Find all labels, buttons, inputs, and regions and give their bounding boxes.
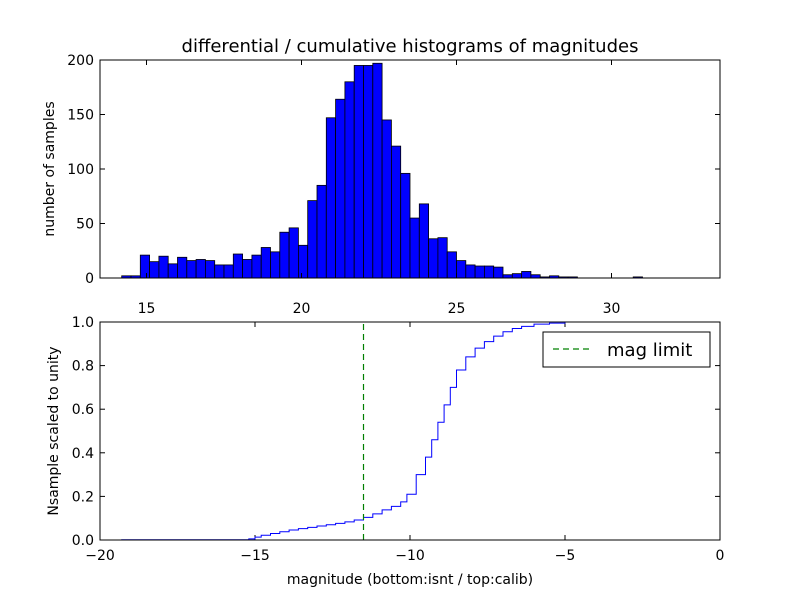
histogram-bar-42 (511, 273, 522, 279)
bottom-y-tick-label-3: 0.6 (72, 402, 94, 418)
bottom-y-tick-label-5: 1.0 (72, 315, 94, 331)
bottom-y-tick-label-1: 0.2 (72, 489, 94, 505)
histogram-bar-37 (465, 264, 476, 279)
histogram-bar-6 (177, 256, 188, 279)
bottom-cumulative-chart: 0.0 0.2 0.4 0.6 0.8 1.0 −20 −15 −10 −5 0 magnitude… (46, 315, 724, 588)
bottom-axes-group: 0.0 0.2 0.4 0.6 0.8 1.0 −20 −15 −10 −5 0 (72, 315, 725, 564)
histogram-bar-9 (204, 260, 216, 279)
top-y-tick-label-2: 100 (67, 162, 94, 178)
histogram-bar-26 (363, 65, 374, 279)
legend: mag limit (542, 331, 711, 368)
bottom-x-axis-label: magnitude (bottom:isnt / top:calib) (287, 572, 533, 588)
histogram-bar-20 (307, 200, 318, 279)
bottom-y-tick-label-0: 0.0 (72, 533, 94, 549)
top-y-tick-label-0: 0 (85, 271, 94, 287)
top-bars-group (121, 62, 643, 279)
histogram-bar-5 (167, 263, 178, 279)
bottom-plot-frame (99, 321, 721, 541)
top-y-tick-label-1: 50 (76, 217, 94, 233)
histogram-bar-3 (149, 261, 160, 279)
legend-box (542, 331, 711, 368)
histogram-bar-28 (381, 119, 392, 279)
histogram-bar-32 (418, 203, 429, 279)
histogram-bar-4 (158, 255, 169, 279)
histogram-bar-40 (493, 266, 504, 279)
histogram-bar-31 (409, 217, 420, 279)
top-x-tick-label-1: 20 (293, 301, 311, 317)
histogram-bar-33 (428, 238, 439, 279)
histogram-bar-43 (521, 271, 532, 279)
bottom-y-axis-label: Nsample scaled to unity (46, 346, 62, 515)
top-histogram-chart: differential / cumulative histograms of … (42, 36, 721, 317)
histogram-bar-8 (195, 259, 206, 279)
legend-label-mag-limit: mag limit (607, 340, 692, 361)
top-y-axis-label: number of samples (42, 101, 58, 236)
histogram-bar-2 (139, 254, 151, 279)
top-axes-group: 0 50 100 150 200 15 20 25 30 (67, 53, 720, 317)
cumulative-step-line (100, 321, 721, 541)
histogram-bar-34 (437, 237, 448, 279)
histogram-bar-19 (297, 244, 309, 279)
top-x-tick-label-2: 25 (448, 301, 466, 317)
histogram-bar-11 (223, 264, 234, 279)
histogram-bar-15 (260, 247, 271, 279)
histogram-bar-35 (446, 251, 457, 279)
histogram-bar-22 (325, 117, 336, 279)
bottom-x-tick-label-1: −15 (240, 548, 270, 564)
top-plot-frame (99, 59, 721, 279)
top-x-tick-label-0: 15 (138, 301, 156, 317)
bottom-x-tick-label-3: −5 (555, 548, 576, 564)
histogram-bar-10 (214, 264, 225, 279)
bottom-y-tick-label-4: 0.8 (72, 359, 94, 375)
histogram-bar-14 (251, 254, 262, 279)
histogram-bar-16 (270, 251, 281, 279)
bottom-x-tick-label-4: 0 (716, 548, 725, 564)
histogram-bar-23 (335, 98, 346, 279)
bottom-x-tick-label-0: −20 (85, 548, 115, 564)
histogram-bar-39 (483, 265, 495, 279)
top-chart-title: differential / cumulative histograms of … (182, 36, 639, 57)
histogram-bar-27 (372, 62, 383, 279)
top-x-tick-label-3: 30 (603, 301, 621, 317)
histogram-bar-21 (316, 184, 327, 279)
bottom-y-tick-label-2: 0.4 (72, 446, 94, 462)
histogram-bar-36 (456, 260, 467, 279)
bottom-lines-group (100, 321, 721, 541)
histogram-bar-17 (279, 231, 290, 279)
histogram-bar-24 (344, 81, 355, 279)
histogram-bar-25 (353, 65, 364, 279)
histogram-bar-7 (186, 260, 197, 279)
histogram-bar-38 (474, 265, 485, 279)
histogram-bar-29 (390, 145, 402, 279)
bottom-x-tick-label-2: −10 (395, 548, 425, 564)
top-y-tick-label-4: 200 (67, 53, 94, 69)
histogram-bar-18 (288, 227, 299, 279)
histogram-bar-13 (242, 259, 253, 279)
histogram-bar-12 (232, 253, 244, 279)
top-y-tick-label-3: 150 (67, 108, 94, 124)
histogram-bar-30 (400, 172, 411, 279)
